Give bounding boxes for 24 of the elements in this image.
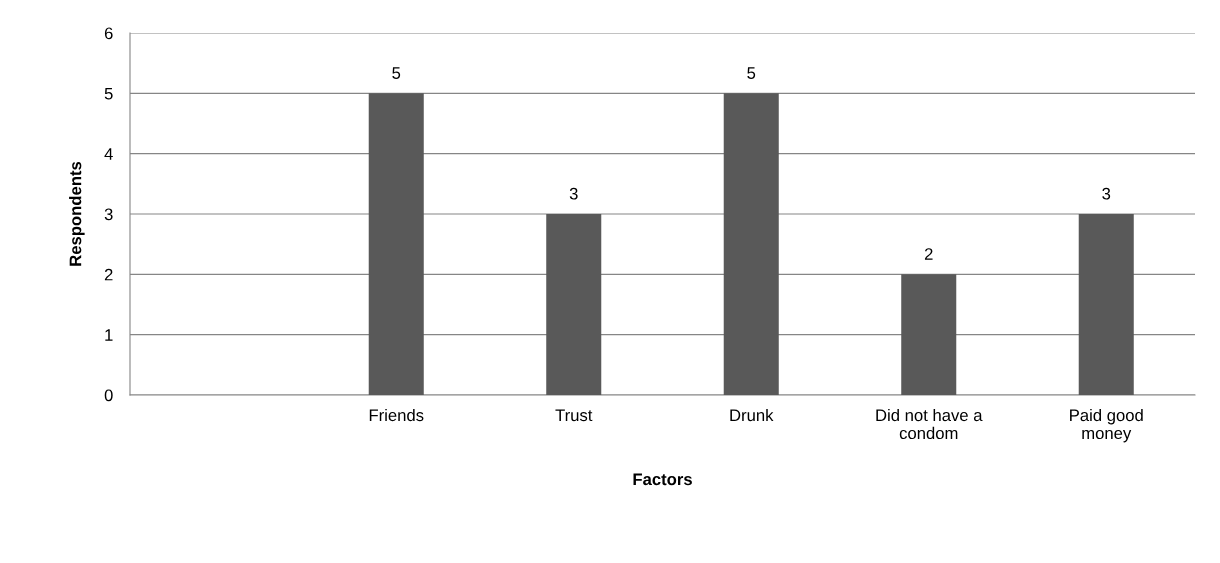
x-axis-title: Factors [633,473,692,486]
y-tick-label: 4 [104,148,113,160]
data-label: 3 [569,187,578,200]
data-label: 5 [392,67,401,79]
bar [368,93,424,395]
y-tick-label: 0 [104,389,113,402]
y-tick-label: 6 [104,27,113,40]
bar [901,274,957,395]
bar [1078,214,1134,395]
y-tick-label: 3 [104,208,113,221]
y-tick-label: 1 [105,329,113,341]
bar [723,93,779,395]
y-tick-label: 5 [104,87,113,100]
data-label: 2 [924,248,933,260]
x-tick-label: Friends [369,408,424,422]
data-label: 5 [747,67,756,79]
data-label: 3 [1102,187,1111,200]
y-axis-title: Respondents [69,161,85,266]
x-tick-label: Trust [555,409,593,422]
bar [546,214,602,395]
x-tick-label: Did not have a condom [876,408,983,440]
y-tick-label: 2 [104,268,113,281]
x-tick-label: Paid good money [1070,408,1143,443]
x-tick-label: Drunk [730,408,774,422]
